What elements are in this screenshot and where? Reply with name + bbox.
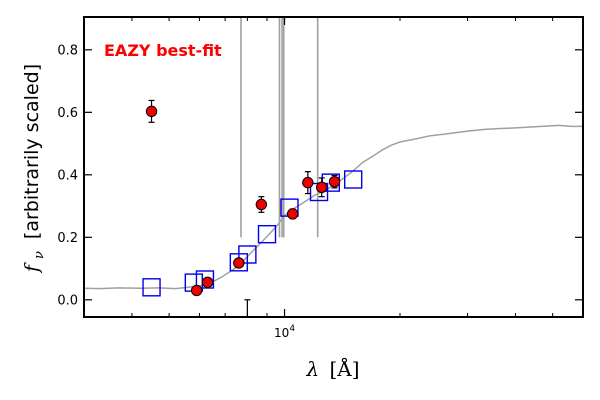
y-axis-label-text: [arbitrarily scaled]	[21, 64, 43, 239]
x-axis-label: λ [Å]	[305, 356, 359, 381]
axes: 0.0 0.2 0.4 0.6 0.8 104	[57, 16, 584, 340]
model-flux-box	[195, 270, 215, 289]
observed-flux-point	[316, 181, 328, 194]
svg-text:λ [Å]: λ [Å]	[305, 356, 359, 381]
y-tick-label: 0.0	[57, 293, 78, 308]
x-axis-label-symbol: λ	[305, 357, 319, 381]
y-tick-label: 0.8	[57, 43, 78, 58]
model-flux-box	[238, 245, 257, 264]
plot-content	[84, 17, 583, 317]
x-tick-label: 104	[274, 324, 295, 340]
chart-annotation: EAZY best-fit	[104, 41, 222, 60]
observed-flux-point	[190, 284, 203, 297]
observed-flux-point	[328, 175, 341, 188]
observed-flux-point	[145, 105, 158, 118]
y-axis-label-symbol: f	[21, 262, 43, 274]
model-flux-box	[343, 170, 363, 189]
observed-flux-point	[286, 208, 299, 220]
model-flux-box	[142, 278, 161, 297]
observed-flux-point	[302, 176, 314, 189]
y-tick-label: 0.6	[57, 106, 78, 121]
x-axis-label-unit: [Å]	[329, 356, 359, 381]
plot-frame	[83, 16, 584, 318]
y-tick-label: 0.4	[57, 168, 78, 183]
sed-curve	[84, 124, 583, 290]
plot-area	[84, 17, 583, 317]
observed-flux-point	[255, 198, 268, 211]
y-axis-label-subscript: ν	[32, 251, 47, 259]
y-tick-label: 0.2	[57, 231, 78, 246]
svg-text:f ν [arbitrarily s: f ν [arbitrarily scaled]	[21, 64, 48, 274]
observed-flux-point	[233, 257, 245, 269]
observed-flux-point	[201, 276, 214, 289]
model-flux-box	[257, 224, 277, 244]
y-axis-label: f ν [arbitrarily scaled]	[21, 64, 48, 274]
